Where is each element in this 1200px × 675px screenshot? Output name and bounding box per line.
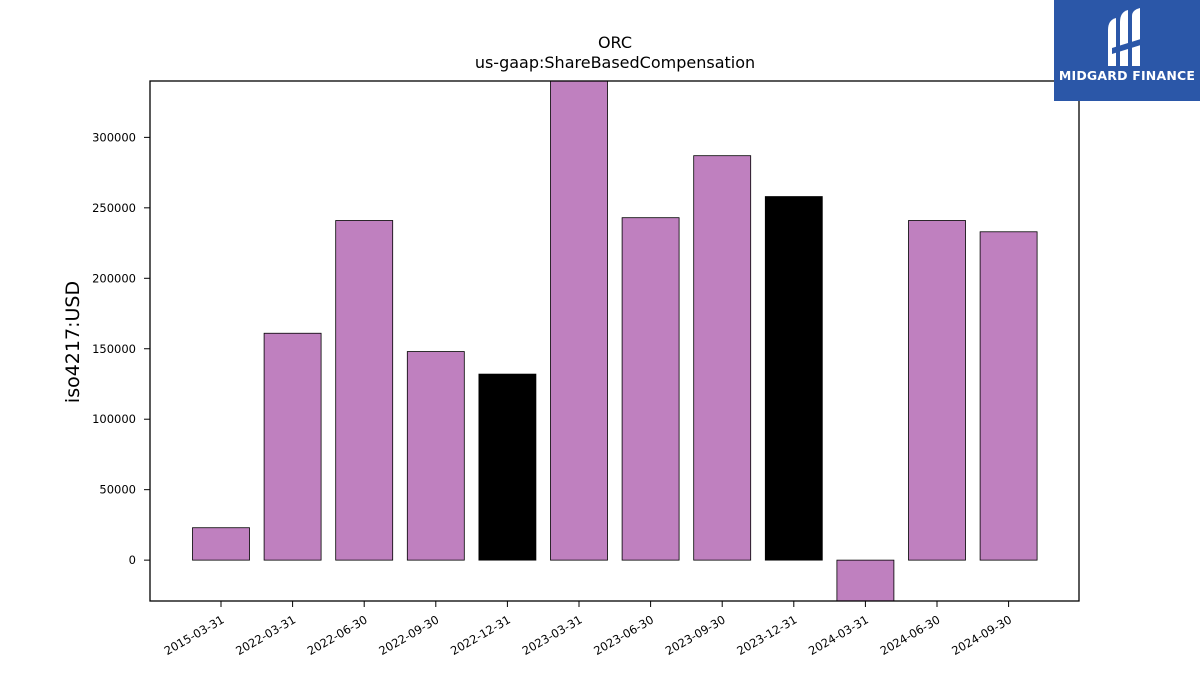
x-tick-label: 2022-06-30	[305, 612, 370, 658]
bar-2023-03-31	[550, 80, 608, 561]
x-tick-label: 2022-03-31	[233, 612, 298, 658]
x-tick-label: 2022-12-31	[448, 612, 513, 658]
x-tick-label: 2023-03-31	[520, 612, 585, 658]
bar-2022-09-30	[406, 351, 465, 561]
x-tick-label: 2023-12-31	[734, 612, 799, 658]
bar-2024-03-31	[836, 559, 895, 602]
x-tick-label: 2024-06-30	[878, 612, 943, 658]
x-tick-label: 2022-09-30	[376, 612, 441, 658]
bar-2024-09-30	[979, 231, 1038, 561]
bar-2024-06-30	[908, 220, 966, 561]
y-axis-ticks: 0 50000 100000 150000 200000 250000 300000	[92, 130, 150, 567]
y-tick-label: 300000	[92, 130, 136, 144]
midgard-finance-logo: MIDGARD FINANCE	[1054, 0, 1200, 101]
y-tick-label: 50000	[99, 483, 136, 497]
x-tick-label: 2023-09-30	[663, 612, 728, 658]
x-tick-label: 2024-09-30	[949, 612, 1014, 658]
logo-text: MIDGARD FINANCE	[1058, 68, 1196, 83]
y-tick-label: 150000	[92, 342, 136, 356]
bar-2023-06-30	[621, 217, 680, 561]
y-tick-label: 100000	[92, 412, 136, 426]
x-tick-label: 2024-03-31	[806, 612, 871, 658]
x-tick-label: 2015-03-31	[162, 612, 227, 658]
bar-2022-12-31	[478, 373, 537, 561]
y-axis-label: iso4217:USD	[62, 281, 84, 403]
x-tick-label: 2023-06-30	[591, 612, 656, 658]
y-tick-label: 0	[129, 553, 136, 567]
y-tick-label: 250000	[92, 201, 136, 215]
chart-title: ORC	[598, 33, 632, 52]
bar-2023-12-31	[764, 196, 823, 561]
bar-2022-06-30	[335, 220, 394, 561]
chart-subtitle: us-gaap:ShareBasedCompensation	[475, 53, 755, 72]
x-axis-ticks: 2015-03-31 2022-03-31 2022-06-30 2022-09-30…	[162, 601, 1014, 658]
bar-2023-09-30	[693, 155, 752, 561]
y-tick-label: 200000	[92, 271, 136, 285]
bar-2015-03-31	[192, 527, 250, 561]
logo-mark-icon	[1108, 8, 1144, 66]
bar-2022-03-31	[263, 332, 322, 561]
plot-frame	[149, 80, 1080, 602]
bars-group	[192, 80, 1038, 602]
